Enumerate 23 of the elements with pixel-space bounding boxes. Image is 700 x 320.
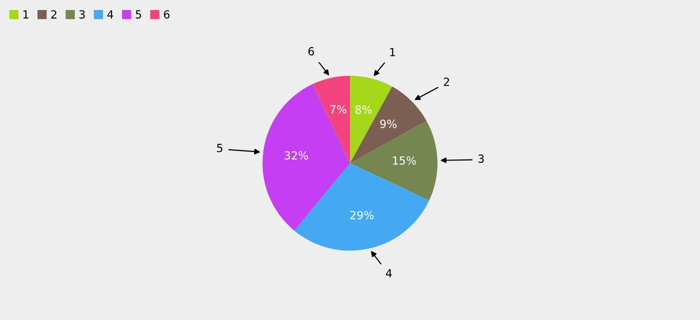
pie-slice: [262, 84, 350, 231]
pie-slice: [350, 86, 427, 164]
legend-label: 4: [107, 10, 114, 18]
slice-label: 4: [386, 269, 392, 278]
pie-slice: [294, 163, 430, 251]
legend-label: 5: [136, 10, 142, 19]
slice-label: 6: [308, 47, 314, 56]
legend-label: 6: [164, 10, 170, 19]
legend-label: 2: [51, 10, 56, 18]
pie-slice: [350, 121, 438, 200]
legend-label: 3: [79, 10, 85, 19]
data-label: 9%: [380, 120, 397, 128]
data-label: 8%: [355, 105, 372, 114]
pie-slice: [312, 76, 350, 164]
slice-label: 3: [478, 154, 484, 163]
slice-label: 1: [390, 48, 395, 56]
slice-label: 2: [444, 78, 450, 86]
data-label: 7%: [330, 105, 346, 114]
data-label: 29%: [350, 210, 374, 220]
slice-label: 5: [217, 144, 222, 152]
legend-label: 1: [23, 10, 28, 18]
data-label: 15%: [393, 156, 416, 165]
data-label: 32%: [284, 151, 308, 160]
